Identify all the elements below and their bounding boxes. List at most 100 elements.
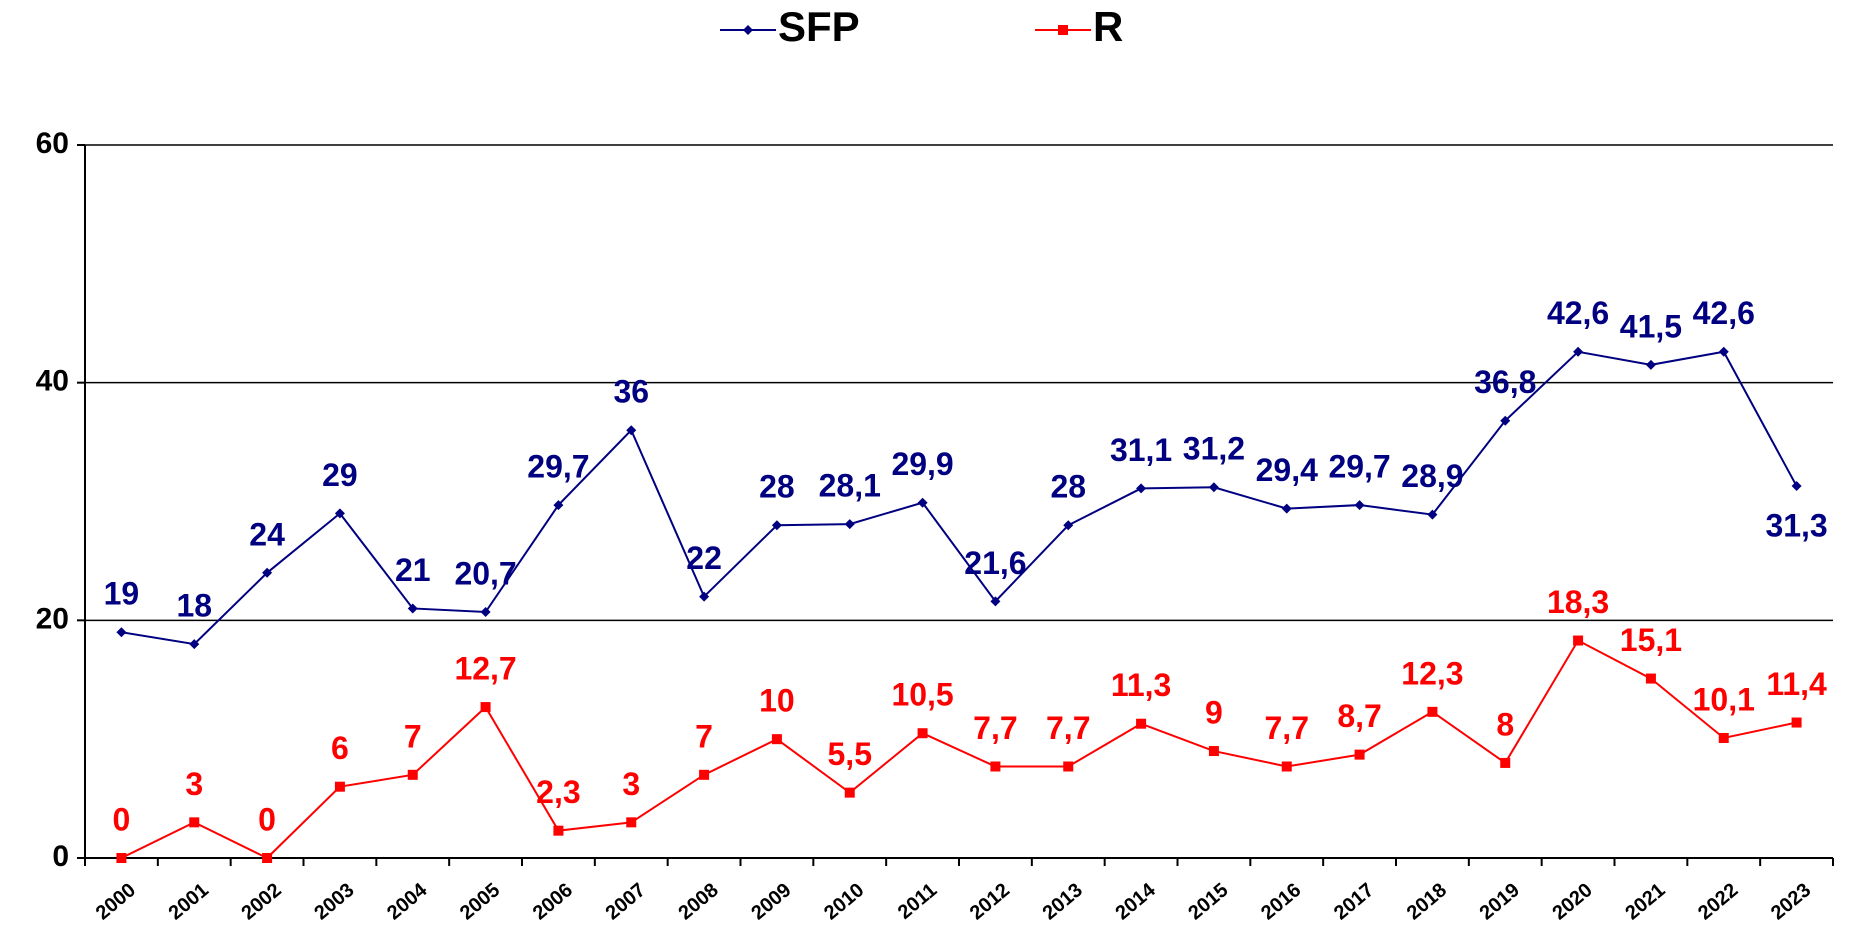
marker	[1281, 503, 1292, 514]
x-tick-label: 2009	[747, 879, 795, 924]
data-label: 7	[695, 718, 713, 754]
marker	[1136, 718, 1147, 729]
marker	[1791, 481, 1802, 492]
data-label: 31,2	[1183, 431, 1245, 467]
marker	[771, 734, 782, 745]
x-tick-label: 2007	[602, 879, 650, 924]
marker	[480, 607, 491, 618]
marker	[1791, 717, 1802, 728]
x-tick-label: 2017	[1330, 879, 1378, 924]
x-tick-label: 2018	[1403, 879, 1451, 924]
marker	[1354, 749, 1365, 760]
marker	[553, 825, 564, 836]
x-tick-label: 2011	[894, 879, 941, 924]
marker	[1500, 757, 1511, 768]
data-label: 28	[1050, 469, 1086, 505]
data-label: 31,3	[1765, 508, 1827, 544]
data-label: 18	[176, 588, 212, 624]
x-tick-label: 2003	[310, 879, 358, 924]
marker	[480, 702, 491, 713]
marker	[1354, 500, 1365, 511]
data-label: 28,1	[819, 468, 881, 504]
marker	[1208, 746, 1219, 757]
x-tick-label: 2016	[1257, 879, 1305, 924]
marker	[1427, 509, 1438, 520]
data-label: 31,1	[1110, 432, 1172, 468]
marker	[1645, 673, 1656, 684]
x-tick-label: 2015	[1184, 879, 1232, 924]
marker	[844, 519, 855, 530]
data-label: 10	[759, 683, 795, 719]
y-tick-label: 0	[52, 840, 69, 873]
marker	[334, 781, 345, 792]
legend-marker	[743, 25, 753, 35]
y-tick-label: 20	[36, 602, 69, 635]
marker	[1645, 359, 1656, 370]
data-label: 36	[613, 374, 649, 410]
data-label: 21	[395, 552, 431, 588]
marker	[334, 508, 345, 519]
marker	[116, 627, 127, 638]
data-label: 12,7	[454, 651, 516, 687]
marker	[189, 639, 200, 650]
data-label: 29,9	[891, 446, 953, 482]
marker	[917, 497, 928, 508]
data-label: 36,8	[1474, 364, 1536, 400]
data-label: 29,7	[1328, 449, 1390, 485]
data-label: 11,3	[1111, 667, 1172, 703]
data-label: 2,3	[536, 774, 580, 810]
series-line	[121, 350, 1798, 646]
data-label: 7,7	[1046, 710, 1090, 746]
data-label: 28,9	[1401, 458, 1463, 494]
x-tick-label: 2000	[92, 879, 140, 924]
marker	[1063, 520, 1074, 531]
marker	[262, 567, 273, 578]
data-label: 15,1	[1620, 622, 1682, 658]
marker	[626, 817, 637, 828]
legend-label: SFP	[778, 3, 860, 50]
marker	[917, 728, 928, 739]
data-label: 29,7	[527, 449, 589, 485]
legend-label: R	[1093, 3, 1123, 50]
marker	[1281, 761, 1292, 772]
marker	[1573, 346, 1584, 357]
series-line	[120, 639, 1797, 860]
data-label: 19	[104, 576, 140, 612]
data-label: 8,7	[1337, 698, 1381, 734]
marker	[1136, 483, 1147, 494]
marker	[626, 425, 637, 436]
x-tick-label: 2008	[674, 879, 722, 924]
marker	[844, 787, 855, 798]
marker	[699, 591, 710, 602]
data-label: 3	[622, 766, 640, 802]
x-tick-label: 2006	[529, 879, 577, 924]
x-tick-label: 2010	[820, 879, 868, 924]
y-tick-label: 60	[36, 127, 69, 160]
marker	[1208, 482, 1219, 493]
marker	[990, 596, 1001, 607]
x-tick-label: 2014	[1111, 878, 1160, 924]
x-tick-label: 2005	[456, 879, 504, 924]
marker	[1573, 635, 1584, 646]
data-label: 8	[1496, 706, 1514, 742]
data-label: 7	[404, 718, 422, 754]
x-tick-label: 2020	[1548, 879, 1596, 924]
x-tick-label: 2001	[165, 879, 213, 924]
data-label: 28	[759, 469, 795, 505]
marker	[1063, 761, 1074, 772]
x-tick-label: 2012	[966, 879, 1014, 924]
x-tick-label: 2013	[1039, 879, 1087, 924]
data-label: 3	[185, 766, 203, 802]
data-label: 42,6	[1693, 295, 1755, 331]
marker	[116, 853, 127, 863]
data-label: 22	[686, 540, 722, 576]
data-label: 29	[322, 457, 358, 493]
x-tick-label: 2004	[383, 878, 432, 924]
data-label: 0	[258, 801, 276, 837]
x-tick-label: 2019	[1476, 879, 1524, 924]
data-label: 29,4	[1256, 452, 1318, 488]
marker	[407, 603, 418, 614]
data-label: 20,7	[454, 555, 516, 591]
data-label: 21,6	[964, 545, 1026, 581]
data-label: 5,5	[828, 736, 872, 772]
